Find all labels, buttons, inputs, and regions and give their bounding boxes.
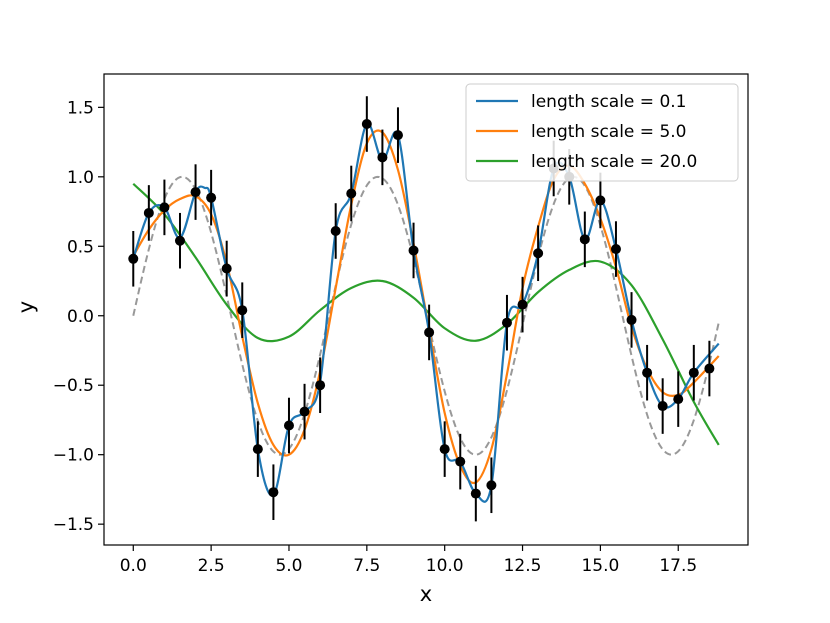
legend: length scale = 0.1 length scale = 5.0 leng… xyxy=(465,83,739,182)
y-axis-label: y xyxy=(14,301,38,313)
data-point xyxy=(455,456,466,467)
legend-label: length scale = 0.1 xyxy=(531,92,686,112)
x-tick-label: 7.5 xyxy=(353,556,380,576)
y-axis: −1.5 −1.0 −0.5 0.0 0.5 1.0 1.5 xyxy=(53,98,104,535)
data-point xyxy=(377,152,388,163)
x-tick-label: 0.0 xyxy=(120,556,147,576)
data-point xyxy=(424,327,435,338)
x-tick-label: 2.5 xyxy=(198,556,225,576)
y-tick-label: −1.0 xyxy=(53,446,94,466)
data-point xyxy=(315,380,326,391)
y-tick-label: −0.5 xyxy=(53,376,94,396)
true-function-layer xyxy=(132,175,720,456)
series-line-1 xyxy=(132,129,720,485)
data-point xyxy=(283,420,294,431)
data-point xyxy=(657,401,668,412)
data-point xyxy=(159,202,170,213)
y-tick-label: 1.5 xyxy=(67,98,94,118)
data-point xyxy=(470,488,481,499)
data-point xyxy=(206,192,217,203)
data-point xyxy=(579,234,590,245)
data-point xyxy=(346,188,357,199)
data-point xyxy=(128,253,139,264)
data-point xyxy=(610,244,621,255)
true-function-line xyxy=(132,175,720,456)
y-tick-label: 0.5 xyxy=(67,237,94,257)
data-point xyxy=(486,480,497,491)
data-point xyxy=(361,119,372,130)
legend-box xyxy=(465,83,739,182)
x-tick-label: 17.5 xyxy=(659,556,697,576)
x-tick-label: 5.0 xyxy=(275,556,302,576)
data-point xyxy=(252,444,263,455)
data-point xyxy=(143,207,154,218)
data-point xyxy=(190,187,201,198)
data-point xyxy=(704,363,715,374)
data-point xyxy=(688,367,699,378)
y-tick-label: 1.0 xyxy=(67,168,94,188)
data-point xyxy=(174,235,185,246)
x-tick-label: 12.5 xyxy=(504,556,542,576)
data-point xyxy=(330,226,341,236)
data-point xyxy=(408,245,419,256)
x-axis: 0.0 2.5 5.0 7.5 10.0 12.5 15.0 17.5 xyxy=(120,545,697,576)
data-point xyxy=(237,305,248,316)
data-point xyxy=(642,367,653,378)
data-point xyxy=(221,263,232,274)
series-line-2 xyxy=(132,182,720,446)
x-axis-label: x xyxy=(420,582,432,606)
data-point xyxy=(392,130,403,141)
data-point xyxy=(595,195,606,206)
y-tick-label: 0.0 xyxy=(67,307,94,327)
data-point xyxy=(501,317,512,328)
data-point xyxy=(268,487,279,498)
legend-label: length scale = 5.0 xyxy=(531,122,686,142)
data-point xyxy=(673,394,684,405)
plot-frame xyxy=(103,73,749,546)
x-tick-label: 10.0 xyxy=(426,556,464,576)
data-point xyxy=(533,248,544,259)
legend-label: length scale = 20.0 xyxy=(531,152,697,172)
data-point xyxy=(517,299,528,310)
data-point xyxy=(299,406,310,417)
x-tick-label: 15.0 xyxy=(581,556,619,576)
y-tick-label: −1.5 xyxy=(53,515,94,535)
data-point xyxy=(439,444,450,455)
data-point xyxy=(626,314,637,325)
